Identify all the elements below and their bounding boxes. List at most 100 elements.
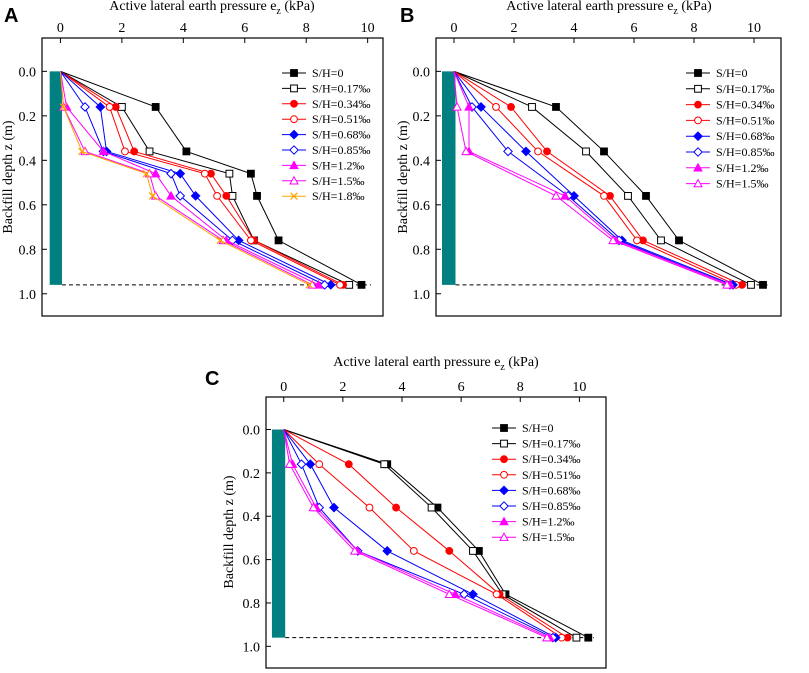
x-tick-label: 2	[339, 380, 346, 395]
data-point	[534, 147, 542, 156]
series-line	[283, 429, 589, 639]
data-point	[284, 459, 295, 468]
series-4	[283, 429, 561, 643]
data-point	[216, 236, 225, 245]
x-axis-title: Active lateral earth pressure ez (kPa)	[506, 0, 712, 17]
legend-marker	[290, 99, 298, 108]
legend-marker	[499, 485, 509, 496]
data-point	[469, 547, 477, 555]
series-2	[283, 429, 572, 642]
data-point	[722, 279, 732, 289]
legend-label: S/H=0.17‰	[716, 82, 774, 96]
x-tick-label: 8	[303, 21, 310, 36]
legend-item: S/H=0.17‰	[282, 81, 370, 95]
y-axis-title: Backfill depth z (m)	[396, 120, 411, 233]
y-tick-label: 1.0	[243, 640, 261, 655]
data-point	[313, 279, 324, 289]
data-point	[624, 192, 632, 200]
data-point	[476, 102, 486, 112]
data-point	[305, 459, 316, 470]
data-point	[305, 281, 314, 289]
legend-item: S/H=0.51‰	[282, 112, 370, 126]
legend-label: S/H=1.5‰	[312, 174, 364, 188]
panel-letter-a: A	[4, 5, 18, 27]
legend-marker	[500, 424, 508, 432]
series-line	[453, 71, 731, 286]
data-point	[175, 190, 186, 201]
legend-item: S/H=1.5‰	[282, 174, 364, 188]
series-line	[283, 429, 551, 639]
data-point	[190, 190, 201, 201]
data-point	[105, 103, 114, 111]
legend-label: S/H=0.51‰	[716, 113, 774, 127]
legend-label: S/H=0.68‰	[522, 483, 580, 497]
data-point	[357, 280, 366, 289]
x-tick-label: 10	[361, 21, 375, 36]
y-tick-label: 0.4	[19, 154, 37, 169]
legend-marker	[694, 69, 702, 77]
data-point	[95, 102, 106, 112]
data-point	[329, 502, 339, 513]
retaining-wall	[271, 429, 286, 638]
y-tick-label: 0.6	[19, 199, 37, 214]
data-point	[78, 147, 86, 156]
data-point	[572, 633, 581, 642]
data-point	[166, 190, 176, 200]
data-point	[336, 280, 344, 289]
legend-label: S/H=0.68‰	[716, 129, 774, 143]
x-tick-label: 4	[571, 21, 578, 36]
series-3	[60, 70, 344, 289]
data-point	[296, 459, 307, 470]
legend-label: S/H=0.17‰	[522, 437, 580, 451]
data-point	[121, 147, 129, 156]
x-tick-label: 2	[511, 21, 518, 36]
series-1	[453, 70, 755, 289]
data-point	[225, 169, 234, 178]
data-point	[608, 235, 618, 245]
legend-label: S/H=1.2‰	[716, 161, 768, 175]
legend-item: S/H=0.34‰	[282, 97, 370, 111]
legend-item: S/H=0.17‰	[492, 437, 580, 451]
legend-marker	[693, 131, 703, 142]
data-point	[582, 147, 590, 156]
legend-marker	[499, 501, 509, 511]
panel-letter-c: C	[205, 368, 219, 390]
legend-marker	[290, 84, 298, 93]
data-point	[747, 280, 755, 289]
legend-item: S/H=1.2‰	[282, 158, 364, 172]
y-tick-label: 0.0	[413, 65, 431, 80]
data-point	[380, 460, 389, 469]
y-axis-title: Backfill depth z (m)	[222, 475, 237, 588]
legend-marker	[694, 84, 702, 93]
series-1	[60, 70, 354, 289]
data-point	[142, 169, 151, 178]
panel-c: C 0 2 4 6 8 10 0.0 0.2 0.4 0.6 0.8 1.0 Active latera…	[205, 355, 607, 669]
series-3	[453, 70, 740, 289]
legend-marker	[499, 532, 509, 541]
data-point	[528, 103, 536, 111]
x-tick-label: 10	[747, 21, 761, 36]
y-axis-title: Backfill depth z (m)	[1, 120, 16, 233]
legend-marker	[694, 116, 702, 125]
legend-label: S/H=0.68‰	[312, 128, 370, 142]
legend-item: S/H=1.5‰	[686, 177, 768, 191]
data-point	[182, 147, 191, 156]
x-tick-label: 4	[180, 21, 187, 36]
legend-item: S/H=0.68‰	[492, 483, 580, 497]
data-point	[59, 103, 68, 111]
data-point	[521, 146, 531, 157]
legend-marker	[694, 100, 702, 109]
data-point	[492, 103, 500, 111]
series-8	[59, 71, 314, 289]
series-3	[283, 429, 566, 642]
x-tick-label: 0	[451, 21, 458, 36]
legend-item: S/H=0.17‰	[686, 82, 774, 96]
y-tick-label: 0.8	[19, 243, 37, 258]
legend-label: S/H=0.85‰	[716, 145, 774, 159]
data-point	[148, 192, 157, 200]
x-tick-label: 0	[280, 380, 287, 395]
x-tick-label: 6	[241, 21, 248, 36]
legend-item: S/H=1.2‰	[492, 515, 574, 529]
legend-marker	[290, 115, 298, 124]
x-tick-label: 4	[399, 380, 406, 395]
